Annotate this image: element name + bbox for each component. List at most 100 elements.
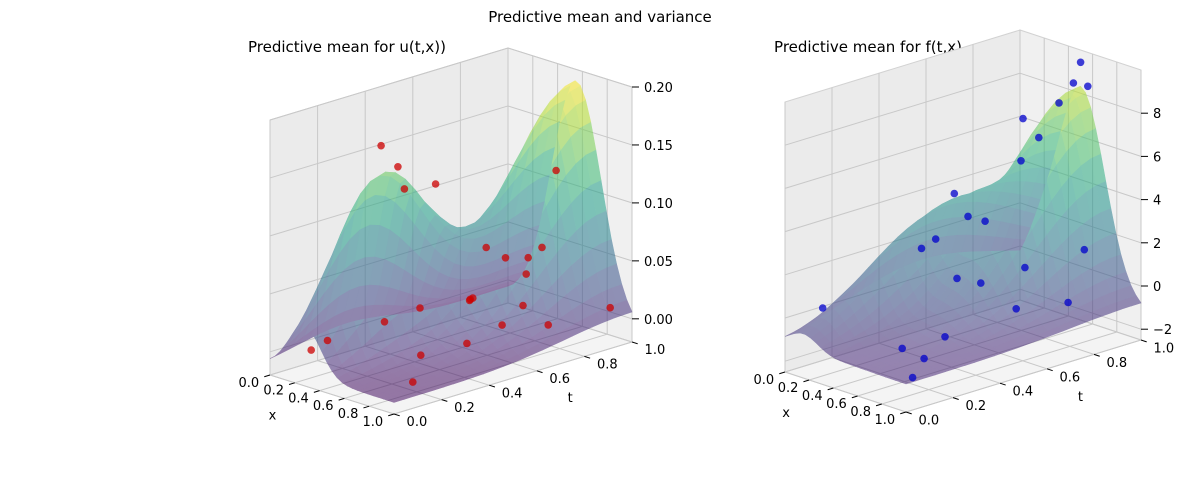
data-point [538, 243, 546, 252]
grid-line [393, 341, 633, 415]
surface [784, 85, 1142, 385]
x-axis-label: x [782, 406, 790, 421]
t-tick-label: 0.4 [502, 386, 523, 401]
t-tick [631, 341, 638, 345]
data-point [920, 354, 928, 363]
axis-ticks: 0.00.20.40.60.81.0 0.00.20.40.60.81.0−202… [754, 107, 1175, 428]
x-tick [851, 395, 858, 399]
x-tick [827, 387, 834, 391]
data-point [307, 346, 316, 354]
t-tick-label: 0.6 [1059, 370, 1080, 385]
data-point [908, 373, 917, 382]
data-point [377, 141, 385, 150]
t-tick-label: 0.8 [1106, 356, 1127, 371]
grid-line [269, 105, 509, 179]
x-tick-label: 0.4 [288, 391, 309, 406]
x-tick [338, 397, 345, 401]
z-tick-label: 4 [1153, 194, 1161, 209]
x-tick-label: 0.2 [263, 384, 284, 399]
data-point [466, 295, 475, 304]
x-tick [388, 413, 395, 417]
z-tick-label: −2 [1153, 323, 1172, 338]
data-point [1035, 133, 1043, 142]
grid-line [784, 159, 1021, 233]
t-tick [1093, 353, 1100, 357]
data-point [941, 333, 949, 341]
x-tick-label: 0.6 [313, 399, 334, 414]
data-point [1019, 114, 1027, 123]
surface-patch [1009, 238, 1026, 251]
x-tick-label: 1.0 [363, 415, 384, 430]
data-point [431, 180, 440, 188]
x-tick-label: 0.0 [239, 376, 260, 391]
grid-line [784, 371, 907, 413]
grid-line [784, 72, 1021, 146]
t-tick-label: 0.2 [454, 401, 475, 416]
t-tick-label: 1.0 [1153, 342, 1174, 357]
t-tick [489, 384, 496, 388]
t-tick-label: 0.4 [1012, 385, 1033, 400]
x-tick [803, 379, 810, 383]
t-tick [536, 370, 543, 374]
left-3d-plot: Predictive mean for u(t,x)) 0.00.20.40.6… [239, 38, 673, 430]
x-axis-label: x [269, 408, 277, 423]
left-plot-title: Predictive mean for u(t,x)) [248, 38, 446, 56]
x-tick [363, 405, 370, 409]
data-point [323, 336, 332, 345]
data-point [1064, 298, 1072, 307]
x-tick [264, 374, 271, 378]
right-3d-plot: Predictive mean for f(t,x) 0.00.20.40.60… [754, 29, 1175, 429]
t-axis-label: t [1078, 390, 1083, 405]
data-point [931, 235, 940, 243]
observation-points [818, 58, 1092, 382]
data-point [981, 217, 989, 225]
surface-patch [497, 283, 514, 290]
t-tick [1140, 339, 1147, 343]
data-point [953, 274, 961, 283]
data-point [498, 321, 506, 329]
x-tick-label: 0.4 [802, 389, 823, 404]
data-point [400, 185, 409, 193]
z-tick-label: 0.15 [644, 139, 673, 154]
data-point [1017, 157, 1025, 165]
data-point [1069, 79, 1078, 87]
data-point [482, 243, 491, 252]
t-axis-label: t [568, 391, 573, 406]
t-tick [999, 382, 1006, 386]
right-plot-title: Predictive mean for f(t,x) [774, 38, 962, 56]
x-tick [779, 371, 786, 375]
observation-points [307, 141, 614, 386]
x-tick [313, 390, 320, 393]
data-point [409, 378, 417, 386]
z-tick-label: 0 [1153, 280, 1161, 295]
data-point [898, 344, 906, 353]
x-tick [875, 403, 882, 407]
data-point [463, 339, 471, 348]
x-tick [900, 411, 907, 415]
data-point [1012, 305, 1020, 313]
x-tick [288, 382, 295, 386]
t-tick [952, 397, 959, 400]
data-point [544, 321, 552, 329]
z-tick-label: 6 [1153, 150, 1161, 165]
t-tick [1046, 368, 1053, 372]
z-tick-label: 2 [1153, 237, 1161, 252]
data-point [1076, 58, 1085, 67]
x-tick-label: 0.6 [826, 397, 847, 412]
t-tick [393, 413, 400, 417]
t-tick-label: 0.2 [965, 399, 986, 414]
t-tick-label: 0.8 [597, 358, 618, 373]
data-point [606, 303, 614, 312]
t-tick-label: 0.0 [407, 415, 428, 430]
grid-line [507, 47, 633, 88]
data-point [977, 279, 985, 287]
data-point [1080, 245, 1089, 254]
data-point [501, 253, 510, 262]
figure-title: Predictive mean and variance [488, 8, 712, 26]
grid-line [784, 115, 1021, 189]
data-point [1055, 99, 1063, 107]
z-tick-label: 0.05 [644, 255, 673, 270]
x-tick-label: 1.0 [875, 413, 896, 428]
t-tick [584, 355, 591, 359]
